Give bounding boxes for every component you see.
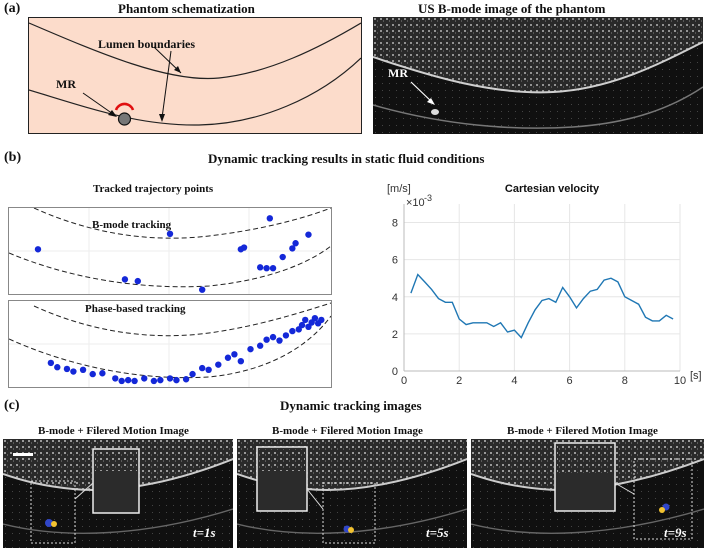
phase-point-30 bbox=[289, 327, 296, 335]
phase-point-27 bbox=[269, 333, 277, 341]
x-axis-label: [s] bbox=[690, 370, 702, 382]
us-bmode-image bbox=[373, 17, 703, 134]
x-tick-label-3: 6 bbox=[567, 375, 573, 387]
bmode-tracking-label: B-mode tracking bbox=[92, 219, 172, 231]
panel-c-title: Dynamic tracking images bbox=[280, 398, 422, 413]
bmode-point-12 bbox=[289, 245, 296, 252]
us-image-title: US B-mode image of the phantom bbox=[418, 1, 606, 16]
frame-1-caption: B-mode + Filered Motion Image bbox=[38, 425, 189, 437]
frame-3-caption: B-mode + Filered Motion Image bbox=[507, 425, 658, 437]
phase-point-5 bbox=[89, 370, 96, 378]
phase-point-24 bbox=[247, 345, 254, 353]
x-tick-label-0: 0 bbox=[401, 375, 407, 387]
phase-point-10 bbox=[131, 377, 138, 385]
bmode-point-14 bbox=[305, 231, 312, 238]
phase-point-12 bbox=[150, 377, 158, 385]
panel-label-b: (b) bbox=[4, 150, 22, 165]
phase-point-8 bbox=[118, 377, 125, 385]
bmode-point-8 bbox=[263, 265, 270, 272]
panel-label-c: (c) bbox=[4, 398, 20, 413]
frame-2-time: t=5s bbox=[426, 525, 449, 540]
y-tick-label-2: 4 bbox=[392, 292, 398, 304]
phase-point-14 bbox=[166, 375, 174, 382]
bmode-point-6 bbox=[240, 244, 248, 251]
y-axis-label: [m/s] bbox=[387, 183, 411, 195]
phase-point-20 bbox=[215, 361, 222, 368]
phase-point-6 bbox=[99, 370, 106, 377]
phase-point-32 bbox=[298, 321, 306, 329]
y-multiplier: ×10 bbox=[406, 197, 425, 209]
bmode-point-2 bbox=[134, 277, 141, 285]
phase-point-0 bbox=[47, 359, 55, 367]
bmode-trajectory-plot bbox=[8, 207, 332, 295]
frame-2-caption: B-mode + Filered Motion Image bbox=[272, 425, 423, 437]
y-tick-label-0: 0 bbox=[392, 366, 398, 378]
x-tick-label-5: 10 bbox=[674, 375, 686, 387]
tracking-frame-2 bbox=[237, 439, 467, 548]
panel-b-title: Dynamic tracking results in static fluid… bbox=[208, 151, 485, 166]
phase-point-11 bbox=[141, 375, 148, 382]
panel-label-a: (a) bbox=[4, 1, 21, 16]
bmode-point-3 bbox=[166, 230, 174, 237]
bmode-point-1 bbox=[121, 276, 129, 283]
tracking-frame-3 bbox=[471, 439, 704, 548]
bmode-point-9 bbox=[266, 215, 274, 222]
velocity-chart: Cartesian velocity [m/s] ×10 -3 [s] 0 2 4 6… bbox=[387, 183, 702, 387]
phase-point-17 bbox=[189, 370, 196, 378]
bmode-point-10 bbox=[269, 265, 277, 272]
phase-point-9 bbox=[124, 376, 132, 384]
phase-point-26 bbox=[263, 336, 270, 343]
phase-trajectory-plot bbox=[8, 300, 332, 388]
us-mr-label: MR bbox=[388, 66, 408, 80]
frame-3-time: t=9s bbox=[664, 525, 687, 540]
y-tick-label-4: 8 bbox=[392, 218, 398, 230]
phase-point-1 bbox=[54, 364, 61, 371]
phase-point-18 bbox=[199, 364, 206, 372]
phase-point-15 bbox=[173, 376, 180, 384]
phase-point-3 bbox=[70, 368, 77, 375]
phase-point-23 bbox=[237, 358, 245, 365]
phase-point-4 bbox=[79, 366, 87, 373]
phase-point-19 bbox=[205, 366, 212, 373]
phase-tracking-label: Phase-based tracking bbox=[85, 303, 186, 315]
phase-point-36 bbox=[311, 315, 319, 322]
lumen-diagram bbox=[28, 22, 362, 126]
y-tick-label-1: 2 bbox=[392, 329, 398, 341]
bmode-point-4 bbox=[199, 286, 206, 293]
mr-sphere bbox=[117, 112, 132, 126]
x-tick-label-4: 8 bbox=[622, 375, 628, 387]
phantom-schematic bbox=[28, 17, 362, 134]
phase-point-13 bbox=[157, 376, 164, 384]
phase-point-28 bbox=[276, 337, 283, 344]
tracking-frame-1 bbox=[3, 439, 233, 548]
x-tick-label-2: 4 bbox=[511, 375, 517, 387]
schematic-title: Phantom schematization bbox=[118, 1, 255, 16]
frame-1-time: t=1s bbox=[193, 525, 216, 540]
mr-label: MR bbox=[56, 77, 76, 91]
trajectory-title: Tracked trajectory points bbox=[93, 183, 214, 195]
bmode-point-7 bbox=[256, 264, 264, 271]
chart-title: Cartesian velocity bbox=[505, 183, 600, 195]
phase-point-22 bbox=[231, 351, 238, 358]
bmode-point-0 bbox=[34, 246, 42, 253]
y-exponent: -3 bbox=[424, 193, 432, 203]
phase-point-2 bbox=[63, 365, 71, 373]
phase-point-16 bbox=[182, 376, 190, 383]
phase-point-33 bbox=[302, 316, 309, 324]
y-tick-label-3: 6 bbox=[392, 255, 398, 267]
lumen-boundaries-label: Lumen boundaries bbox=[98, 37, 196, 51]
bmode-point-11 bbox=[279, 253, 286, 261]
x-tick-label-1: 2 bbox=[456, 375, 462, 387]
bmode-point-13 bbox=[292, 240, 299, 247]
phase-point-7 bbox=[112, 375, 119, 382]
phase-point-29 bbox=[282, 332, 290, 339]
phase-point-21 bbox=[224, 354, 232, 361]
phase-point-25 bbox=[256, 342, 264, 349]
series-line-velocity bbox=[410, 273, 674, 339]
phase-point-38 bbox=[318, 316, 325, 324]
